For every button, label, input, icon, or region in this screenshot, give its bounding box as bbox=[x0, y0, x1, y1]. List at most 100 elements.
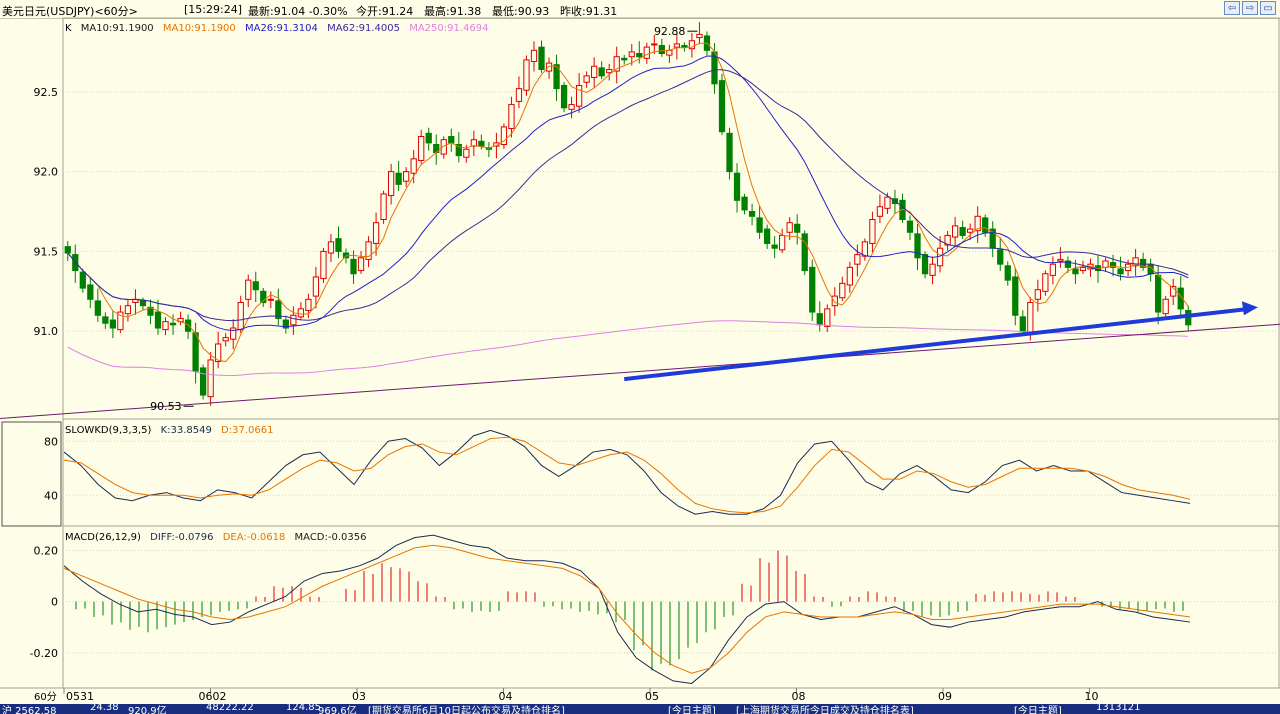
candle-body bbox=[1004, 265, 1011, 281]
candle-body bbox=[906, 220, 914, 233]
candle-body bbox=[395, 172, 402, 185]
candle-body bbox=[169, 322, 177, 326]
candle-body bbox=[748, 211, 756, 217]
kd-title: SLOWKD(9,3,3,5) bbox=[65, 425, 151, 436]
legend-d: D:37.0661 bbox=[221, 425, 273, 436]
candle-body bbox=[192, 332, 199, 372]
macd-legend: MACD(26,12,9) DIFF:-0.0796 DEA:-0.0618 M… bbox=[65, 532, 366, 543]
candle-body bbox=[410, 158, 417, 174]
candle-body bbox=[455, 143, 462, 157]
candle-body bbox=[380, 193, 387, 221]
low-annotation: 90.53 bbox=[150, 400, 182, 413]
candle-body bbox=[94, 300, 101, 316]
candle-body bbox=[230, 327, 237, 340]
candle-body bbox=[109, 319, 117, 329]
candle-body bbox=[688, 40, 696, 50]
candle-body bbox=[613, 56, 620, 72]
candle-body bbox=[1072, 268, 1079, 275]
candle-body bbox=[102, 316, 109, 324]
ma62-line bbox=[67, 69, 1189, 322]
candle-body bbox=[929, 263, 936, 276]
candle-body bbox=[696, 33, 703, 39]
candle-body bbox=[372, 222, 380, 244]
candle-body bbox=[267, 298, 274, 301]
ma26-line bbox=[67, 55, 1189, 332]
ticker-news-4[interactable]: [今日主题] bbox=[1014, 706, 1062, 714]
date-tick-label: 10 bbox=[1084, 690, 1098, 703]
kline-title: K bbox=[65, 23, 72, 34]
candle-body bbox=[515, 88, 523, 102]
candle-body bbox=[673, 43, 681, 48]
candle-body bbox=[575, 84, 583, 107]
candle-body bbox=[124, 305, 132, 315]
candle-body bbox=[831, 295, 838, 307]
candle-body bbox=[643, 46, 650, 59]
back-icon[interactable]: ⇦ bbox=[1224, 1, 1240, 15]
candle-body bbox=[869, 219, 876, 244]
ticker-change2: 124.85 bbox=[286, 704, 321, 713]
candle-body bbox=[967, 228, 974, 233]
candle-body bbox=[139, 300, 147, 307]
legend-ma26: MA26:91.3104 bbox=[245, 23, 318, 34]
date-tick-label: 09 bbox=[938, 690, 952, 703]
candle-body bbox=[591, 65, 598, 78]
ticker-volume: 920.9亿 bbox=[128, 706, 167, 714]
ma250-line bbox=[67, 320, 1189, 376]
candle-body bbox=[72, 254, 79, 272]
kline-legend: K MA10:91.1900 MA10:91.1900 MA26:91.3104… bbox=[65, 23, 488, 34]
candle-body bbox=[951, 225, 959, 238]
price-tick-label: 91.0 bbox=[34, 325, 59, 338]
candle-body bbox=[982, 217, 989, 233]
candle-body bbox=[1034, 289, 1041, 300]
candle-body bbox=[282, 319, 289, 329]
candle-body bbox=[448, 136, 455, 144]
restore-icon[interactable]: ▭ bbox=[1260, 1, 1276, 15]
candle-body bbox=[290, 314, 297, 326]
candle-body bbox=[64, 246, 71, 254]
legend-ma10-a: MA10:91.1900 bbox=[81, 23, 154, 34]
candle-body bbox=[87, 284, 94, 300]
ma10-line bbox=[67, 42, 1189, 363]
candle-body bbox=[245, 279, 252, 300]
legend-ma10-b: MA10:91.1900 bbox=[163, 23, 236, 34]
candle-body bbox=[1079, 266, 1087, 272]
candle-body bbox=[884, 196, 891, 209]
candle-body bbox=[681, 45, 688, 48]
candle-body bbox=[1155, 274, 1162, 313]
ticker-code: 1313121 bbox=[1096, 704, 1141, 713]
date-tick-label: 0531 bbox=[66, 690, 94, 703]
macd-title: MACD(26,12,9) bbox=[65, 532, 141, 543]
ticker-news-1[interactable]: [期货交易所6月10日起公布交易及持仓排名] bbox=[368, 706, 565, 714]
candle-body bbox=[726, 132, 733, 173]
candle-body bbox=[921, 254, 929, 275]
forward-icon[interactable]: ⇨ bbox=[1242, 1, 1258, 15]
kd-tick-label: 40 bbox=[44, 489, 58, 502]
candle-body bbox=[1042, 273, 1049, 292]
price-tick-label: 92.5 bbox=[34, 86, 59, 99]
date-tick-label: 08 bbox=[791, 690, 805, 703]
candle-body bbox=[1102, 260, 1109, 268]
candle-body bbox=[741, 196, 748, 211]
candle-body bbox=[628, 51, 635, 58]
d-line bbox=[63, 436, 1191, 514]
candle-body bbox=[553, 64, 560, 90]
macd-tick-label: -0.20 bbox=[30, 647, 58, 660]
candle-body bbox=[824, 308, 831, 327]
candle-body bbox=[1027, 301, 1034, 334]
candle-body bbox=[763, 228, 771, 244]
candle-body bbox=[1064, 260, 1072, 268]
kline-layer: 92.88 90.53 bbox=[0, 22, 1280, 419]
macd-layer bbox=[63, 534, 1191, 684]
candle-body bbox=[809, 266, 816, 313]
kd-panel-selector[interactable] bbox=[1, 421, 62, 527]
candle-body bbox=[568, 104, 575, 110]
candle-body bbox=[237, 301, 244, 331]
candle-body bbox=[658, 45, 665, 55]
candle-body bbox=[583, 75, 590, 83]
ticker-news-3[interactable]: [上海期货交易所今日成交及持仓排名表] bbox=[736, 706, 914, 714]
ticker-news-2[interactable]: [今日主题] bbox=[668, 706, 716, 714]
candle-body bbox=[305, 298, 312, 311]
candle-body bbox=[425, 132, 432, 144]
candle-body bbox=[666, 49, 673, 56]
